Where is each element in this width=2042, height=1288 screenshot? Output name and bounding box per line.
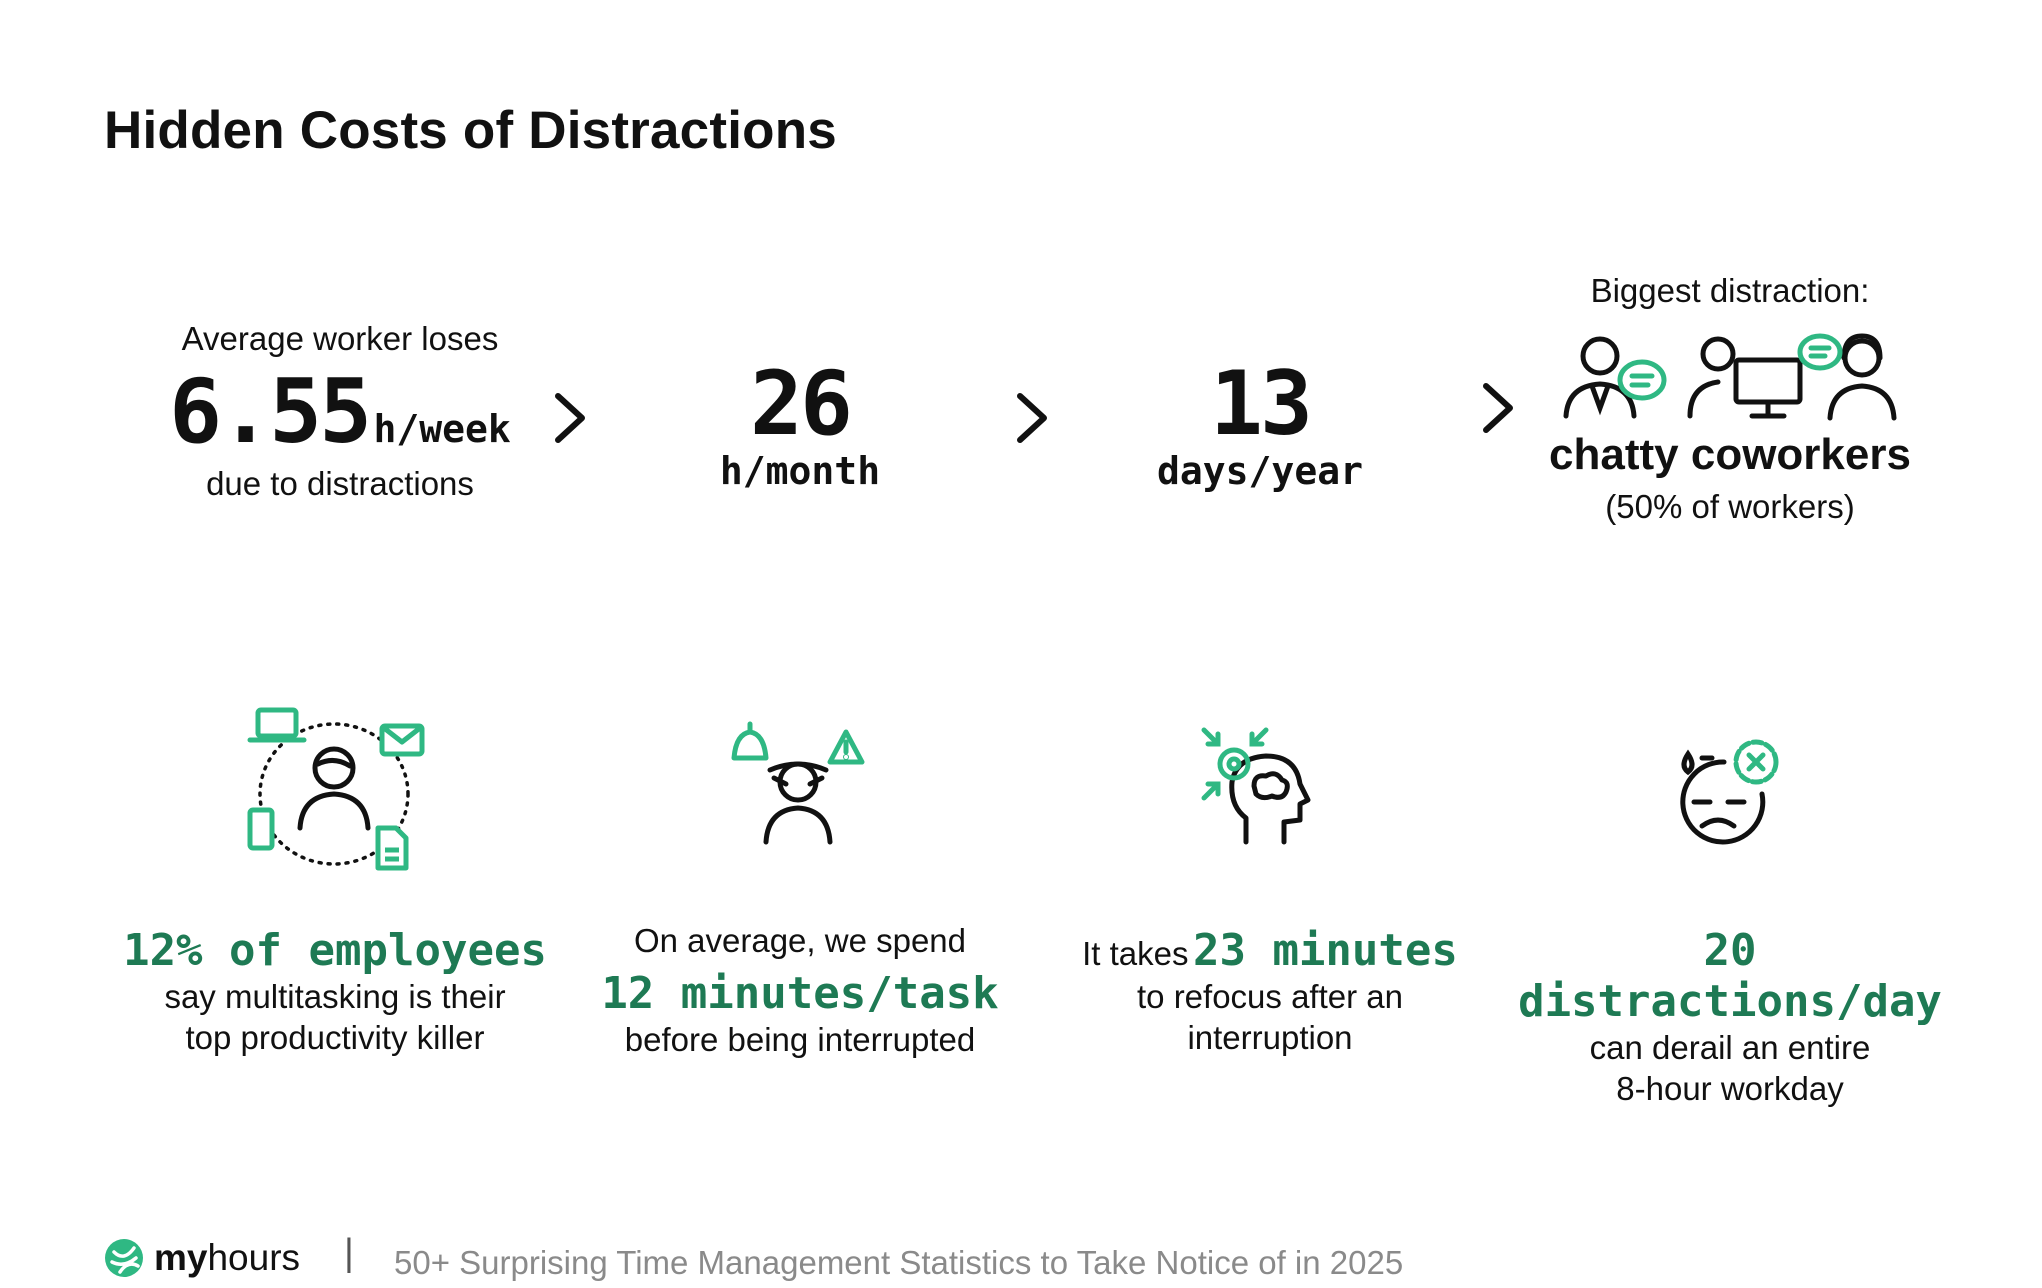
stat-yearly: 13 days/year	[1100, 352, 1420, 493]
chevron-right-icon	[555, 393, 585, 443]
fact-task-highlight: 12 minutes/task	[601, 968, 999, 1019]
brand-name-rest: hours	[207, 1237, 301, 1278]
stat-weekly-intro: Average worker loses	[181, 320, 499, 357]
fact-multitasking-line2: top productivity killer	[185, 1019, 485, 1056]
fact-refocus-line1: to refocus after an	[1137, 978, 1403, 1015]
brand-name: myhours	[154, 1237, 300, 1279]
multitasking-icon	[246, 704, 426, 874]
page-title: Hidden Costs of Distractions	[104, 101, 837, 160]
footer-subtitle: 50+ Surprising Time Management Statistic…	[394, 1244, 1404, 1281]
fact-minutes-per-task: On average, we spend 12 minutes/task bef…	[570, 922, 1030, 1059]
stat-biggest-distraction: Biggest distraction:	[1510, 272, 1950, 526]
fact-refocus-pre: It takes	[1082, 935, 1189, 972]
chevron-right-icon	[1483, 383, 1513, 433]
stressed-face-icon	[1670, 732, 1790, 848]
fact-distractions-line1: can derail an entire	[1589, 1029, 1871, 1066]
stat-weekly: Average worker loses 6.55 h/week due to …	[130, 320, 550, 503]
brand-logo: myhours	[104, 1237, 300, 1279]
fact-refocus-highlight: 23 minutes	[1192, 925, 1458, 976]
brand-name-bold: my	[154, 1237, 208, 1278]
stat-monthly-value: 26	[750, 352, 853, 455]
stat-monthly: 26 h/month	[640, 352, 960, 493]
stat-weekly-outro: due to distractions	[206, 465, 474, 502]
fact-multitasking: 12% of employees say multitasking is the…	[110, 925, 560, 1058]
fact-multitasking-highlight: 12% of employees	[123, 925, 547, 976]
stat-yearly-value: 13	[1210, 352, 1313, 455]
fact-distractions-line2: 8-hour workday	[1616, 1070, 1844, 1107]
myhours-logo-icon	[105, 1239, 143, 1277]
chevron-right-icon	[1017, 393, 1047, 443]
biggest-distraction-note: (50% of workers)	[1605, 488, 1855, 525]
coworkers-chat-icon	[1540, 328, 1920, 428]
fact-task-post: before being interrupted	[624, 1021, 976, 1058]
stat-weekly-unit: h/week	[373, 407, 511, 451]
refocus-brain-icon	[1196, 720, 1326, 850]
stat-monthly-unit: h/month	[719, 449, 881, 493]
fact-refocus-first-line: It takes 23 minutes	[1040, 925, 1500, 976]
fact-distractions-day: 20 distractions/day can derail an entire…	[1500, 925, 1960, 1109]
fact-multitasking-line1: say multitasking is their	[164, 978, 506, 1015]
fact-refocus-line2: interruption	[1187, 1019, 1353, 1056]
stat-yearly-unit: days/year	[1157, 449, 1363, 493]
fact-task-pre: On average, we spend	[633, 922, 967, 959]
interrupted-person-icon	[728, 720, 868, 850]
biggest-distraction-headline: chatty coworkers	[1549, 430, 1911, 479]
footer-separator: |	[344, 1232, 354, 1274]
fact-distractions-highlight: 20 distractions/day	[1518, 925, 1942, 1027]
stat-weekly-figure: 6.55 h/week	[130, 360, 550, 463]
stat-weekly-value: 6.55	[169, 360, 372, 463]
biggest-distraction-label: Biggest distraction:	[1590, 272, 1870, 309]
fact-refocus: It takes 23 minutes to refocus after an …	[1040, 925, 1500, 1058]
